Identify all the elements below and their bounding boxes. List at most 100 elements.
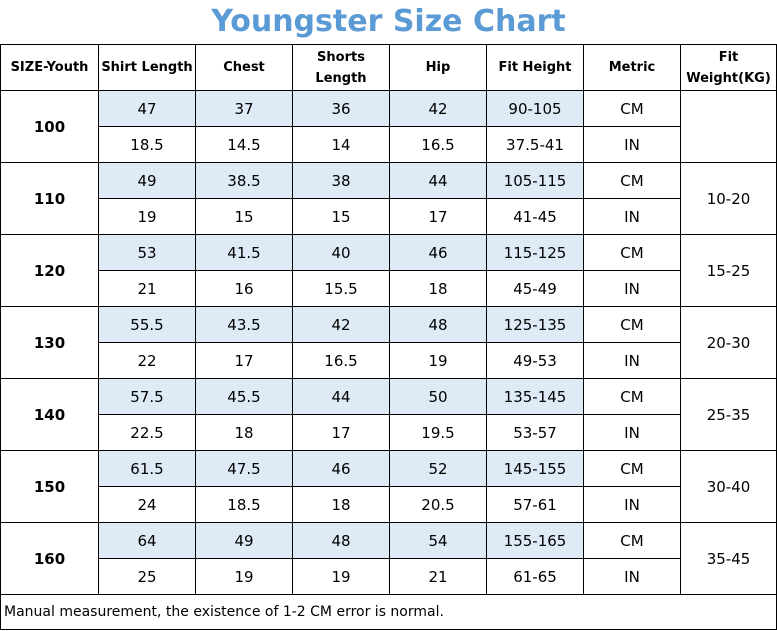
size-cell: 160 [0,522,99,595]
header-hip: Hip [389,44,487,91]
fit-height-cm-cell: 125-135 [486,306,584,343]
metric-in-cell: IN [583,198,681,235]
hip-in-cell: 16.5 [389,126,487,163]
shorts-length-cm-cell: 38 [292,162,390,199]
shirt-length-cm-cell: 49 [98,162,196,199]
shorts-length-in-cell: 19 [292,558,390,595]
fit-weight-cell: 10-20 [680,162,777,235]
metric-cm-cell: CM [583,234,681,271]
hip-in-cell: 19 [389,342,487,379]
fit-height-cm-cell: 135-145 [486,378,584,415]
hip-in-cell: 19.5 [389,414,487,451]
chart-title: Youngster Size Chart [211,4,566,39]
shorts-length-in-cell: 14 [292,126,390,163]
chest-in-cell: 15 [195,198,293,235]
hip-in-cell: 17 [389,198,487,235]
shirt-length-cm-cell: 64 [98,522,196,559]
shorts-length-cm-cell: 46 [292,450,390,487]
shirt-length-cm-cell: 53 [98,234,196,271]
chest-in-cell: 17 [195,342,293,379]
header-shorts-length: Shorts Length [292,44,390,91]
chest-in-cell: 18.5 [195,486,293,523]
size-cell: 140 [0,378,99,451]
header-fit-weight: Fit Weight(KG) [680,44,777,91]
chest-in-cell: 16 [195,270,293,307]
fit-height-cm-cell: 115-125 [486,234,584,271]
fit-height-cm-cell: 155-165 [486,522,584,559]
shirt-length-in-cell: 22 [98,342,196,379]
table-row-cm: 140 57.5 45.5 44 50 135-145 CM 25-35 [0,378,777,451]
table-row-in: 25 19 19 21 61-65 IN [1,558,777,595]
metric-in-cell: IN [583,126,681,163]
shirt-length-in-cell: 22.5 [98,414,196,451]
header-size: SIZE-Youth [0,44,99,91]
chest-cm-cell: 45.5 [195,378,293,415]
measurement-note: Manual measurement, the existence of 1-2… [0,594,777,630]
note-row: Manual measurement, the existence of 1-2… [0,594,777,630]
table-row-in: 18.5 14.5 14 16.5 37.5-41 IN [1,126,777,163]
header-chest: Chest [195,44,293,91]
hip-in-cell: 21 [389,558,487,595]
shorts-length-in-cell: 16.5 [292,342,390,379]
chest-cm-cell: 49 [195,522,293,559]
hip-cm-cell: 52 [389,450,487,487]
fit-height-in-cell: 61-65 [486,558,584,595]
header-row: SIZE-Youth Shirt Length Chest Shorts Len… [0,44,777,91]
table-row-in: 22.5 18 17 19.5 53-57 IN [1,414,777,451]
shirt-length-in-cell: 25 [98,558,196,595]
table-row-in: 21 16 15.5 18 45-49 IN [1,270,777,307]
size-cell: 120 [0,234,99,307]
size-cell: 130 [0,306,99,379]
fit-height-in-cell: 37.5-41 [486,126,584,163]
header-metric: Metric [583,44,681,91]
hip-cm-cell: 42 [389,90,487,127]
metric-in-cell: IN [583,342,681,379]
fit-height-cm-cell: 105-115 [486,162,584,199]
fit-height-in-cell: 57-61 [486,486,584,523]
chest-in-cell: 18 [195,414,293,451]
metric-in-cell: IN [583,486,681,523]
hip-in-cell: 18 [389,270,487,307]
fit-weight-cell: 35-45 [680,522,777,595]
chest-cm-cell: 43.5 [195,306,293,343]
metric-in-cell: IN [583,270,681,307]
chest-cm-cell: 47.5 [195,450,293,487]
fit-height-in-cell: 49-53 [486,342,584,379]
table-row-in: 24 18.5 18 20.5 57-61 IN [1,486,777,523]
table-row-cm: 100 47 37 36 42 90-105 CM [0,90,777,163]
chest-in-cell: 19 [195,558,293,595]
fit-height-cm-cell: 90-105 [486,90,584,127]
fit-height-cm-cell: 145-155 [486,450,584,487]
header-fit-height: Fit Height [486,44,584,91]
metric-cm-cell: CM [583,522,681,559]
metric-cm-cell: CM [583,306,681,343]
table-row-cm: 150 61.5 47.5 46 52 145-155 CM 30-40 [0,450,777,523]
size-table: SIZE-Youth Shirt Length Chest Shorts Len… [0,44,777,630]
hip-cm-cell: 46 [389,234,487,271]
shirt-length-in-cell: 21 [98,270,196,307]
table-row-cm: 120 53 41.5 40 46 115-125 CM 15-25 [0,234,777,307]
shirt-length-in-cell: 18.5 [98,126,196,163]
table-row-cm: 160 64 49 48 54 155-165 CM 35-45 [0,522,777,595]
chest-cm-cell: 41.5 [195,234,293,271]
shirt-length-cm-cell: 61.5 [98,450,196,487]
fit-weight-cell: 25-35 [680,378,777,451]
metric-cm-cell: CM [583,162,681,199]
shorts-length-in-cell: 18 [292,486,390,523]
shorts-length-cm-cell: 48 [292,522,390,559]
shorts-length-in-cell: 15.5 [292,270,390,307]
fit-height-in-cell: 53-57 [486,414,584,451]
shirt-length-cm-cell: 47 [98,90,196,127]
shorts-length-cm-cell: 42 [292,306,390,343]
shirt-length-in-cell: 24 [98,486,196,523]
shirt-length-cm-cell: 55.5 [98,306,196,343]
fit-weight-cell: 15-25 [680,234,777,307]
shorts-length-cm-cell: 40 [292,234,390,271]
hip-cm-cell: 50 [389,378,487,415]
hip-cm-cell: 54 [389,522,487,559]
shorts-length-in-cell: 15 [292,198,390,235]
metric-cm-cell: CM [583,450,681,487]
table-row-cm: 110 49 38.5 38 44 105-115 CM 10-20 [0,162,777,235]
fit-height-in-cell: 41-45 [486,198,584,235]
fit-height-in-cell: 45-49 [486,270,584,307]
